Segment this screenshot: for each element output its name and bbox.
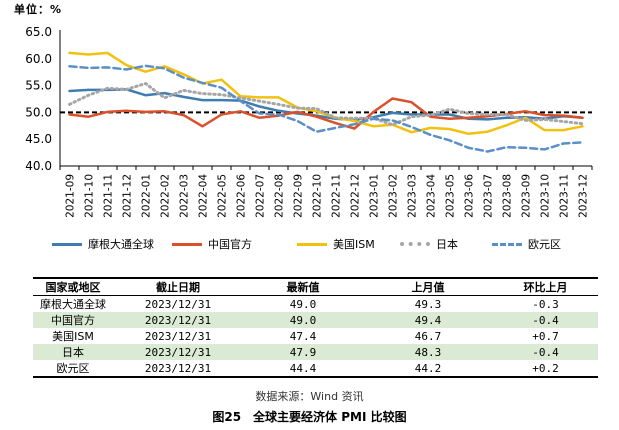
pmi-line-chart: 40.0 45.0 50.0 55.0 60.0 65.0 2021-09 2021-10 20… <box>25 25 593 218</box>
x-tick-label: 2022-06 <box>236 174 248 218</box>
x-tick-label: 2023-11 <box>559 174 571 218</box>
x-tick-label: 2022-12 <box>350 174 362 218</box>
legend-swatch <box>297 242 327 246</box>
table-cell: 2023/12/31 <box>113 344 243 360</box>
x-tick-label: 2023-01 <box>369 174 381 218</box>
x-tick-label: 2023-02 <box>388 174 400 218</box>
legend-swatch <box>52 242 82 246</box>
data-source: 数据来源：Wind 资讯 <box>255 390 364 403</box>
table-cell: 47.9 <box>243 344 363 360</box>
table-cell: 中国官方 <box>33 312 113 328</box>
table-cell: 49.0 <box>243 312 363 328</box>
table-row: 日本 2023/12/31 47.9 48.3 -0.4 <box>33 344 598 360</box>
x-tick-label: 2021-10 <box>84 174 96 218</box>
table-cell: 47.4 <box>289 329 317 343</box>
legend-swatch <box>492 242 522 246</box>
x-tick-label: 2022-05 <box>217 174 229 218</box>
y-tick-label: 65.0 <box>25 25 52 39</box>
table-cell: -0.4 <box>493 312 598 328</box>
table-cell: +0.2 <box>493 360 598 378</box>
table-cell: 2023/12/31 <box>113 312 243 328</box>
table-cell: 日本 <box>33 344 113 360</box>
x-tick-label: 2022-03 <box>179 174 191 218</box>
table-body: 摩根大通全球 2023/12/31 49.0 49.3 -0.3 中国官方 2023/12/… <box>33 296 598 378</box>
x-tick-label: 2022-01 <box>141 174 153 218</box>
pmi-table: 国家或地区 截止日期 最新值 上月值 环比上月 摩根大通全球 2023/12/31 49.0… <box>33 277 598 378</box>
legend-item: 摩根大通全球 <box>52 236 154 252</box>
table-cell: 2023/12/31 <box>144 297 212 311</box>
legend-label: 欧元区 <box>528 238 561 251</box>
table-header-cell: 截止日期 <box>113 277 243 296</box>
legend-label: 美国ISM <box>333 238 375 251</box>
x-tick-label: 2023-05 <box>445 174 457 218</box>
table-header-cell: 环比上月 <box>493 277 598 296</box>
table-row: 欧元区 2023/12/31 44.4 44.2 +0.2 <box>33 360 598 378</box>
table-cell: 美国ISM <box>52 330 94 343</box>
unit-label: 单位：% <box>14 3 63 16</box>
table-cell: 44.4 <box>243 360 363 378</box>
table-cell: +0.7 <box>532 329 559 343</box>
table-row: 中国官方 2023/12/31 49.0 49.4 -0.4 <box>33 312 598 328</box>
x-tick-label: 2022-09 <box>293 174 305 218</box>
x-tick-label: 2022-10 <box>312 174 324 218</box>
x-tick-label: 2022-08 <box>274 174 286 218</box>
table-cell: 44.2 <box>363 360 493 378</box>
legend-label: 摩根大通全球 <box>88 238 154 251</box>
figure-caption: 图25 全球主要经济体 PMI 比较图 <box>212 410 407 424</box>
x-tick-label: 2023-03 <box>407 174 419 218</box>
legend-swatch <box>400 242 430 246</box>
table-cell: 49.4 <box>363 312 493 328</box>
x-tick-label: 2022-11 <box>331 174 343 218</box>
chart-legend: 摩根大通全球 中国官方 美国ISM 日本 欧元区 <box>52 236 612 252</box>
legend-swatch <box>172 242 202 246</box>
legend-item: 日本 <box>400 236 458 252</box>
x-tick-label: 2023-09 <box>521 174 533 218</box>
table-cell: 2023/12/31 <box>113 360 243 378</box>
table-cell: 欧元区 <box>33 360 113 378</box>
legend-label: 日本 <box>436 238 458 251</box>
table-cell: 摩根大通全球 <box>40 298 106 311</box>
table-cell: 46.7 <box>414 329 442 343</box>
table-cell: 49.3 <box>414 297 442 311</box>
table-row: 摩根大通全球 2023/12/31 49.0 49.3 -0.3 <box>33 296 598 313</box>
x-tick-label: 2023-07 <box>483 174 495 218</box>
y-tick-label: 60.0 <box>25 52 52 66</box>
table-cell: -0.3 <box>532 297 559 311</box>
table-header-cell: 最新值 <box>243 277 363 296</box>
x-tick-label: 2023-04 <box>426 174 438 218</box>
table-cell: -0.4 <box>493 344 598 360</box>
x-tick-label: 2021-12 <box>122 174 134 218</box>
table-cell: 48.3 <box>363 344 493 360</box>
legend-item: 中国官方 <box>172 236 252 252</box>
x-tick-label: 2022-02 <box>160 174 172 218</box>
series-line-3 <box>68 82 584 127</box>
x-tick-label: 2022-07 <box>255 174 267 218</box>
table-row: 美国ISM 2023/12/31 47.4 46.7 +0.7 <box>33 328 598 344</box>
y-tick-label: 40.0 <box>25 159 52 173</box>
x-tick-label: 2021-09 <box>65 174 77 218</box>
table-cell: 2023/12/31 <box>144 329 212 343</box>
legend-item: 美国ISM <box>297 236 375 252</box>
x-tick-label: 2021-11 <box>103 174 115 218</box>
x-tick-label: 2023-10 <box>540 174 552 218</box>
x-tick-label: 2023-06 <box>464 174 476 218</box>
y-tick-label: 45.0 <box>25 132 52 146</box>
x-tick-label: 2023-12 <box>578 174 590 218</box>
x-tick-label: 2022-04 <box>198 174 210 218</box>
legend-label: 中国官方 <box>208 238 252 251</box>
y-tick-label: 50.0 <box>25 105 52 119</box>
series-line-4 <box>68 64 584 153</box>
x-tick-label: 2023-08 <box>502 174 514 218</box>
legend-item: 欧元区 <box>492 236 561 252</box>
table-header-row: 国家或地区 截止日期 最新值 上月值 环比上月 <box>33 277 598 296</box>
series-line-0 <box>68 88 584 122</box>
y-tick-label: 55.0 <box>25 79 52 93</box>
table-header-cell: 国家或地区 <box>33 277 113 296</box>
table-header-cell: 上月值 <box>363 277 493 296</box>
table-cell: 49.0 <box>289 297 317 311</box>
